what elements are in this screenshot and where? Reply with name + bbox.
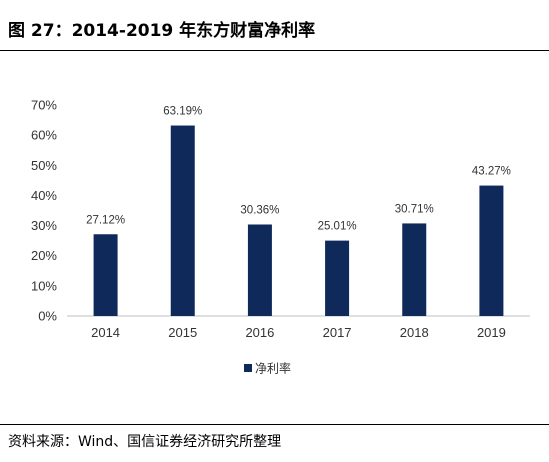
x-tick-label: 2015 (168, 325, 197, 340)
data-label-2015: 63.19% (163, 106, 202, 118)
x-tick-label: 2017 (323, 325, 352, 340)
y-tick-label: 30% (31, 218, 57, 233)
data-label-2019: 43.27% (472, 166, 511, 178)
bar-2016 (247, 224, 272, 316)
x-tick-label: 2018 (400, 325, 429, 340)
y-tick-label: 20% (31, 248, 57, 263)
bar-2014 (93, 234, 118, 316)
x-tick-label: 2016 (245, 325, 274, 340)
source-note: 资料来源：Wind、国信证券经济研究所整理 (8, 434, 282, 450)
y-tick-label: 60% (31, 128, 57, 143)
bar-2017 (325, 240, 350, 316)
y-tick-label: 70% (31, 98, 57, 113)
data-label-2018: 30.71% (395, 203, 434, 215)
title-rule (0, 50, 549, 51)
bar-2015 (170, 125, 195, 316)
x-tick-label: 2019 (477, 325, 506, 340)
source-rule (0, 424, 549, 425)
data-label-2014: 27.12% (86, 214, 125, 226)
x-tick-label: 2014 (91, 325, 120, 340)
data-label-2017: 25.01% (318, 221, 357, 233)
legend-label: 净利率 (255, 361, 291, 376)
y-tick-label: 0% (38, 309, 57, 324)
figure-title: 图 27：2014-2019 年东方财富净利率 (8, 21, 316, 41)
bar-chart: 0% 10% 20% 30% 40% 50% 60% 70% 27.12% 2014 63.19% 2… (31, 98, 530, 376)
bar-2019 (479, 185, 504, 316)
y-tick-label: 10% (31, 278, 57, 293)
y-tick-label: 50% (31, 158, 57, 173)
data-label-2016: 30.36% (240, 204, 279, 216)
y-tick-label: 40% (31, 188, 57, 203)
bar-2018 (402, 223, 427, 316)
legend-swatch (244, 364, 252, 372)
